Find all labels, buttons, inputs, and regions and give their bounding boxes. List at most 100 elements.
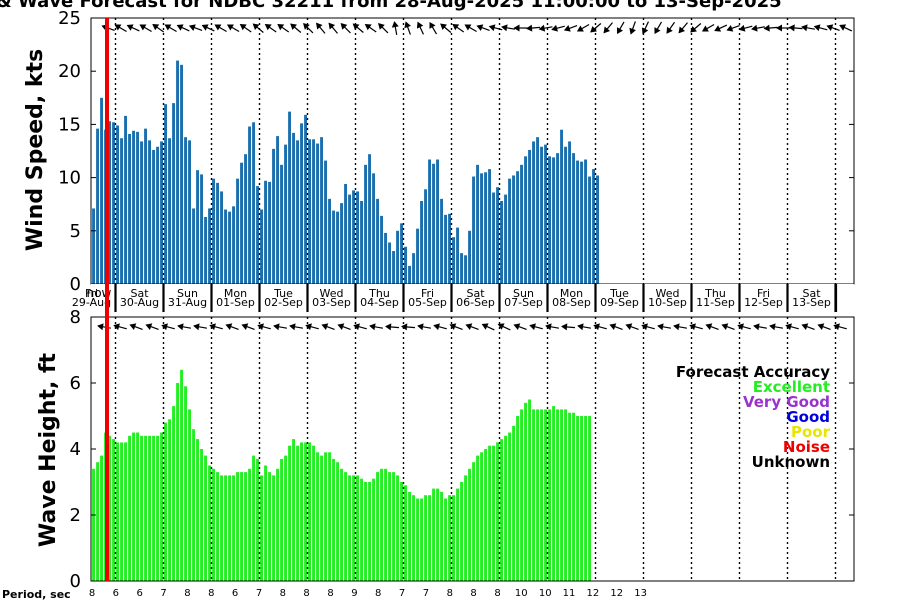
wave-bar xyxy=(176,383,179,581)
wind-bar xyxy=(312,139,315,284)
wind-bar xyxy=(440,198,443,284)
direction-arrow xyxy=(417,323,431,331)
direction-arrow xyxy=(433,323,447,331)
wind-bar xyxy=(588,176,591,284)
period-value: 6 xyxy=(137,588,143,599)
direction-arrow xyxy=(590,23,602,33)
wave-bar xyxy=(228,475,231,581)
day-name-label: Sun xyxy=(513,287,534,300)
direction-arrow xyxy=(139,24,152,33)
wave-bar xyxy=(296,445,299,581)
direction-arrow xyxy=(289,323,303,331)
wind-bar xyxy=(432,163,435,284)
wave-bar xyxy=(440,491,443,581)
day-name-label: Thu xyxy=(704,287,726,300)
wave-bar xyxy=(548,409,551,581)
wave-bar xyxy=(468,468,471,581)
direction-arrow xyxy=(449,323,463,330)
wave-bar xyxy=(372,478,375,581)
wave-bar xyxy=(180,369,183,581)
wind-bar xyxy=(496,187,499,284)
wave-bar xyxy=(304,442,307,581)
wave-bar xyxy=(128,435,131,581)
period-value: 10 xyxy=(515,588,528,599)
wind-bar xyxy=(504,194,507,284)
wave-bar xyxy=(288,445,291,581)
wave-bar xyxy=(252,455,255,581)
wind-bar xyxy=(456,227,459,284)
wave-bar xyxy=(436,488,439,581)
wave-bar xyxy=(160,432,163,581)
wind-bar xyxy=(188,140,191,284)
wind-bar xyxy=(268,181,271,284)
wave-bar xyxy=(168,419,171,581)
wave-y-axis-label: Wave Height, ft xyxy=(36,352,61,547)
day-name-label: Sat xyxy=(802,287,821,300)
direction-arrow xyxy=(513,323,527,330)
wave-bar xyxy=(248,468,251,581)
direction-arrow xyxy=(497,323,511,331)
wave-bar xyxy=(340,468,343,581)
wave-y-tick-label: 4 xyxy=(70,439,81,460)
wave-bar xyxy=(544,409,547,581)
wave-y-tick-label: 0 xyxy=(70,571,81,592)
wave-bar xyxy=(552,406,555,581)
direction-arrow xyxy=(641,21,650,35)
wave-bar xyxy=(224,475,227,581)
direction-arrow xyxy=(337,323,351,330)
wave-bar xyxy=(524,402,527,581)
wind-bar xyxy=(476,164,479,284)
period-value: 8 xyxy=(280,588,286,599)
day-name-label: Sat xyxy=(130,287,149,300)
period-value: 7 xyxy=(160,588,166,599)
wave-bar xyxy=(196,439,199,581)
wave-bar xyxy=(568,412,571,581)
wave-bar xyxy=(508,432,511,581)
wind-bar xyxy=(108,121,111,285)
wave-bar xyxy=(364,482,367,581)
wind-bar xyxy=(372,173,375,284)
direction-arrow xyxy=(654,21,663,35)
wave-bar xyxy=(424,495,427,581)
wave-bar xyxy=(312,445,315,581)
direction-arrow xyxy=(641,323,655,331)
wave-bar xyxy=(380,468,383,581)
direction-arrow xyxy=(126,24,140,32)
direction-arrow xyxy=(113,323,127,331)
wave-bar xyxy=(208,465,211,581)
direction-arrow xyxy=(481,323,495,331)
wind-bar xyxy=(592,169,595,284)
wind-bar xyxy=(316,143,319,284)
direction-arrow xyxy=(561,323,576,331)
wave-bar xyxy=(256,458,259,581)
wind-y-tick-label: 15 xyxy=(58,114,81,135)
wind-bar xyxy=(288,111,291,284)
wind-bar xyxy=(164,104,167,285)
direction-arrow xyxy=(776,24,790,32)
wind-bar xyxy=(336,211,339,284)
wave-bar xyxy=(96,462,99,581)
wave-bar xyxy=(456,488,459,581)
wave-bar xyxy=(512,425,515,581)
wave-bar xyxy=(416,498,419,581)
legend-item: Good xyxy=(786,408,830,426)
wind-bar xyxy=(540,146,543,284)
wind-bar xyxy=(360,201,363,284)
wind-bar xyxy=(368,154,371,284)
wave-bar xyxy=(472,462,475,581)
wave-bar xyxy=(460,482,463,581)
wind-bar xyxy=(516,171,519,284)
day-name-label: Tue xyxy=(273,287,293,300)
direction-arrow xyxy=(429,21,438,35)
direction-arrow xyxy=(316,22,326,34)
direction-arrow xyxy=(721,323,735,330)
period-value: 7 xyxy=(399,588,405,599)
direction-arrow xyxy=(464,24,477,33)
wave-bar xyxy=(384,468,387,581)
wave-bar xyxy=(232,475,235,581)
direction-arrow xyxy=(701,23,715,32)
wave-bar xyxy=(284,455,287,581)
wave-bar xyxy=(264,465,267,581)
wave-bar xyxy=(216,472,219,581)
wave-bar xyxy=(576,416,579,581)
